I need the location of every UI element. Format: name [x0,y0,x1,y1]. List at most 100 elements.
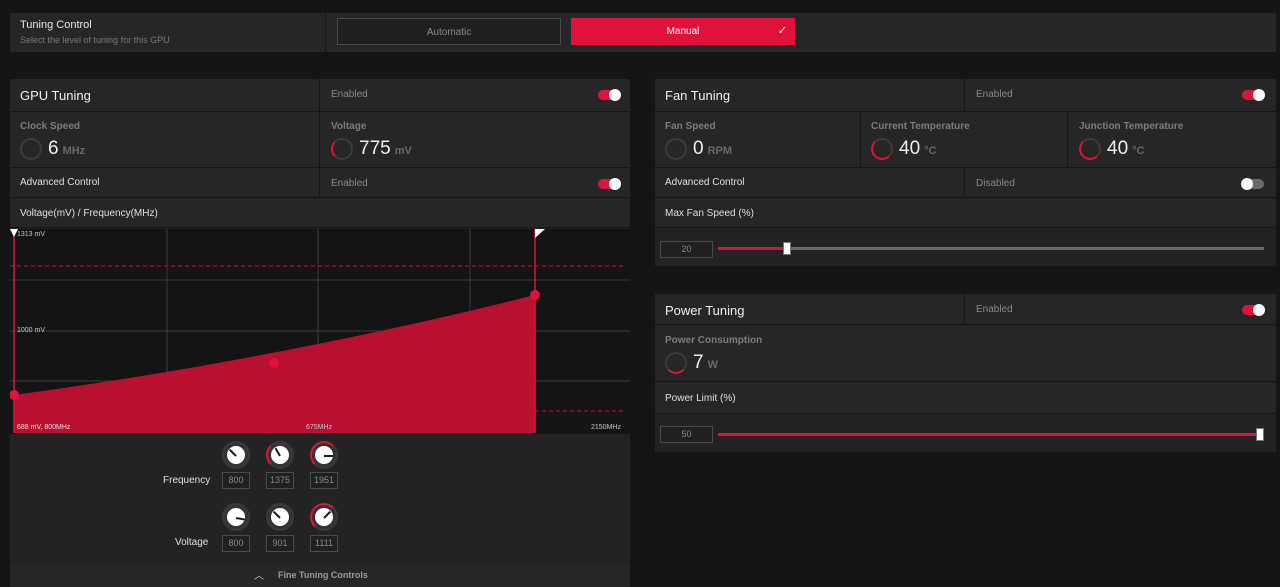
current-temp-cell: Current Temperature 40 °C [861,113,1068,167]
power-limit-fill [718,433,1260,436]
voltage-label: Voltage [331,121,367,132]
power-limit-slider[interactable] [718,428,1264,441]
voltage-value-3[interactable]: 1111 [310,535,338,552]
power-tuning-header: Power Tuning Enabled [655,294,1276,325]
frequency-value-3[interactable]: 1951 [310,472,338,489]
power-consumption-gauge-icon [665,352,687,374]
frequency-knob-1[interactable] [222,441,250,469]
y-mid-label: 1000 mV [17,327,45,334]
voltage-knob-3[interactable] [310,503,338,531]
divider [325,13,326,52]
x-mid-label: 675MHz [306,424,333,431]
fan-metrics-row: Fan Speed 0 RPM Current Temperature 40 °C … [655,113,1276,168]
current-temp-unit: °C [924,145,937,157]
power-consumption-unit: W [707,359,718,371]
chevron-up-icon: ︿ [254,571,264,582]
max-fan-speed-value[interactable]: 20 [660,241,713,258]
max-fan-speed-handle[interactable] [783,242,791,255]
junction-temp-unit: °C [1132,145,1145,157]
gpu-advanced-toggle[interactable] [598,178,621,190]
gpu-advanced-label: Advanced Control [20,177,100,188]
clock-speed-readout: 6 MHz [48,138,85,160]
automatic-button-label: Automatic [426,27,472,38]
fan-advanced-label-cell: Advanced Control [655,169,965,197]
power-limit-row: Power Limit (%) [655,383,1276,414]
junction-temp-readout: 40 °C [1107,138,1144,160]
fan-tuning-status: Enabled [976,89,1013,100]
junction-temp-gauge-icon [1079,138,1101,160]
frequency-value-2[interactable]: 1375 [266,472,294,489]
min-marker-icon [10,229,18,237]
voltage-value-1[interactable]: 800 [222,535,250,552]
frequency-knob-2[interactable] [266,441,294,469]
frequency-knob-3[interactable] [310,441,338,469]
power-consumption-label: Power Consumption [665,335,763,346]
manual-button[interactable]: Manual ✓ [571,18,795,45]
max-marker-icon [535,229,545,238]
x-right-label: 2150MHz [591,424,621,431]
power-consumption-value: 7 [693,352,704,373]
clock-speed-cell: Clock Speed 6 MHz [10,113,320,167]
power-tuning-status: Enabled [976,304,1013,315]
junction-temp-value: 40 [1107,138,1129,159]
frequency-label: Frequency [163,475,211,486]
tuning-control-subtitle: Select the level of tuning for this GPU [20,35,170,45]
curve-point-3 [530,290,540,300]
automatic-button[interactable]: Automatic [337,18,561,45]
voltage-knob-2[interactable] [266,503,294,531]
power-title-cell: Power Tuning [655,294,965,324]
power-limit-value[interactable]: 50 [660,426,713,443]
voltage-knobs-label: Voltage [175,537,209,548]
tuning-control-title: Tuning Control [20,19,92,31]
curve-title: Voltage(mV) / Frequency(MHz) [20,208,158,219]
fan-advanced-toggle[interactable] [1241,178,1264,190]
power-tuning-title: Power Tuning [665,303,745,318]
gpu-title-cell: GPU Tuning [10,79,320,111]
fan-speed-gauge-icon [665,138,687,160]
max-fan-speed-fill [718,247,787,250]
fan-title-cell: Fan Tuning [655,79,965,111]
power-limit-handle[interactable] [1256,428,1264,441]
fan-speed-readout: 0 RPM [693,138,732,160]
fan-speed-unit: RPM [707,145,733,157]
clock-speed-value: 6 [48,138,59,159]
power-tuning-toggle[interactable] [1242,304,1265,316]
voltage-frequency-curve[interactable]: 1313 mV 1000 mV 688 mV, 800MHz 675MHz 21… [10,229,630,434]
fan-speed-value: 0 [693,138,704,159]
fan-advanced-row: Advanced Control Disabled [655,169,1276,198]
voltage-unit: mV [394,145,412,157]
gpu-advanced-status: Enabled [331,178,368,189]
fan-advanced-label: Advanced Control [665,177,745,188]
power-limit-label: Power Limit (%) [665,393,736,404]
fine-tuning-label: Fine Tuning Controls [278,570,368,580]
gpu-tuning-toggle[interactable] [598,89,621,101]
fan-tuning-panel: Fan Tuning Enabled Fan Speed 0 RPM Curren… [655,79,1276,266]
curve-title-row: Voltage(mV) / Frequency(MHz) [10,199,630,228]
max-fan-speed-slider[interactable] [718,242,1264,255]
current-temp-gauge-icon [871,138,893,160]
fine-tuning-toggle[interactable]: ︿ Fine Tuning Controls [10,563,630,587]
fan-tuning-toggle[interactable] [1242,89,1265,101]
manual-button-label: Manual [666,26,700,37]
current-temp-label: Current Temperature [871,121,970,132]
fan-speed-label: Fan Speed [665,121,716,132]
gpu-tuning-panel: GPU Tuning Enabled Clock Speed 6 MHz Volt… [10,79,630,587]
gpu-tuning-title: GPU Tuning [20,88,91,103]
clock-speed-label: Clock Speed [20,121,81,132]
clock-speed-unit: MHz [62,145,86,157]
voltage-knob-1[interactable] [222,503,250,531]
max-fan-speed-row: Max Fan Speed (%) [655,199,1276,228]
current-temp-value: 40 [899,138,921,159]
fan-advanced-status: Disabled [976,178,1015,189]
tuning-control-bar: Tuning Control Select the level of tunin… [10,13,1276,52]
gpu-advanced-row: Advanced Control Enabled [10,169,630,198]
frequency-value-1[interactable]: 800 [222,472,250,489]
clock-speed-gauge-icon [20,138,42,160]
y-top-label: 1313 mV [17,231,45,238]
x-left-label: 688 mV, 800MHz [17,424,71,431]
voltage-gauge-icon [331,138,353,160]
voltage-value-2[interactable]: 901 [266,535,294,552]
voltage-readout: 775 mV [359,138,412,160]
